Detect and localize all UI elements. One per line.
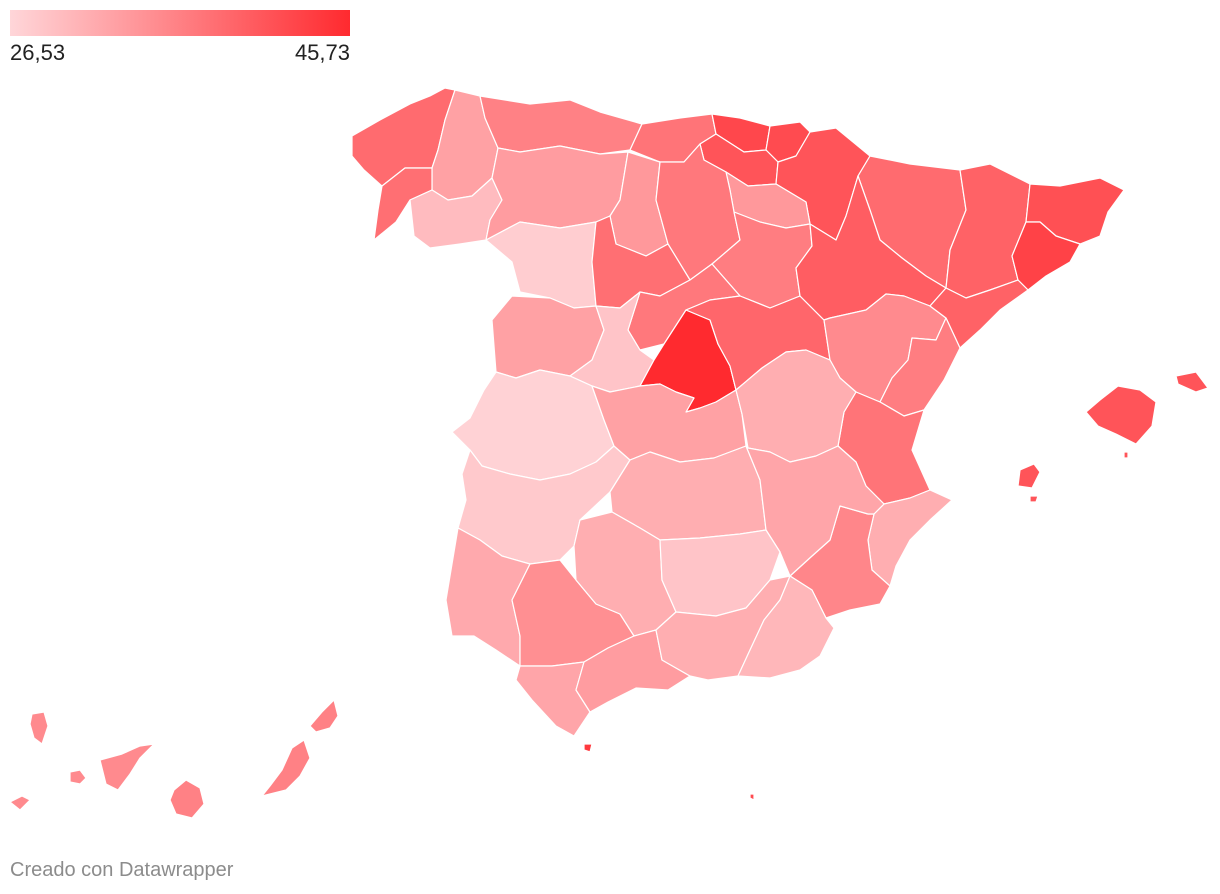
region-las-palmas[interactable] [169,699,339,819]
region-malaga[interactable] [575,629,691,713]
datawrapper-credit[interactable]: Creado con Datawrapper [10,859,234,881]
region-zamora[interactable] [485,221,597,309]
legend-max-label: 45,73 [294,40,350,65]
region-santa-cruz-de-tenerife[interactable] [9,711,155,811]
region-ceuta[interactable] [583,743,593,753]
region-illes-balears[interactable] [1017,371,1209,503]
region-almeria[interactable] [737,575,835,679]
region-barcelona[interactable] [1011,221,1081,291]
legend-gradient-bar [10,10,350,36]
region-tarragona[interactable] [929,279,1029,349]
legend-min-label: 26,53 [10,40,66,65]
color-legend: 26,53 45,73 [10,10,350,66]
region-cadiz[interactable] [515,661,591,737]
region-melilla[interactable] [749,793,755,801]
region-asturias[interactable] [479,95,643,155]
